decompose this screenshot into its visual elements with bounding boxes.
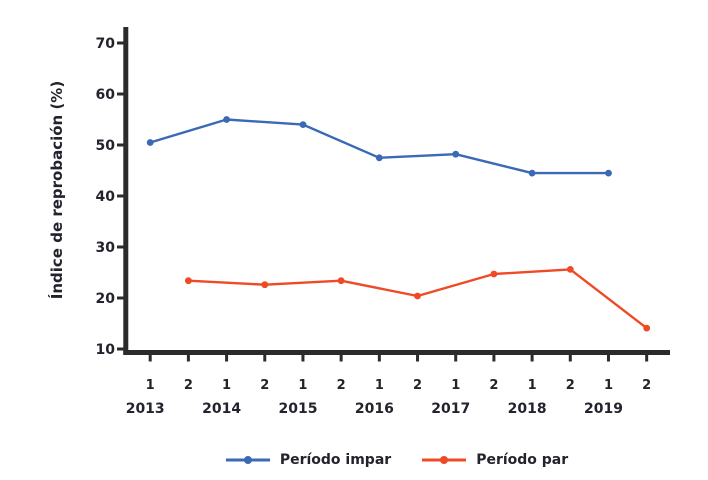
x-period-tick-label: 1 bbox=[604, 378, 613, 393]
x-year-label: 2019 bbox=[584, 401, 623, 417]
x-period-tick-label: 2 bbox=[642, 378, 651, 393]
x-year-label: 2013 bbox=[126, 401, 165, 417]
x-period-tick-label: 2 bbox=[184, 378, 193, 393]
data-point-periodo-impar bbox=[146, 139, 154, 146]
y-tick-label: 20 bbox=[96, 291, 116, 307]
y-tick-label: 40 bbox=[96, 189, 116, 205]
legend-label-periodo-par: Período par bbox=[476, 452, 569, 468]
x-period-tick-label: 2 bbox=[489, 378, 498, 393]
y-axis-title: Índice de reprobación (%) bbox=[48, 80, 66, 300]
legend-dot-marker bbox=[440, 456, 449, 464]
legend-line-marker-icon bbox=[225, 456, 270, 464]
x-year-label: 2017 bbox=[431, 401, 470, 417]
x-year-label: 2015 bbox=[278, 401, 317, 417]
data-point-periodo-impar bbox=[375, 154, 383, 162]
legend-line-marker-icon bbox=[422, 456, 467, 464]
x-period-tick-label: 1 bbox=[375, 378, 384, 393]
y-tick-label: 70 bbox=[96, 36, 116, 52]
legend-label-periodo-impar: Período impar bbox=[279, 452, 392, 468]
y-tick-label: 30 bbox=[96, 240, 116, 256]
x-period-tick-label: 2 bbox=[337, 378, 346, 393]
data-point-periodo-par bbox=[643, 324, 651, 332]
data-point-periodo-impar bbox=[299, 121, 307, 128]
x-period-tick-label: 1 bbox=[222, 378, 231, 393]
y-tick-label: 50 bbox=[96, 138, 116, 154]
series-line-periodo-impar bbox=[148, 118, 610, 175]
x-period-tick-label: 2 bbox=[413, 378, 422, 393]
data-point-periodo-impar bbox=[528, 169, 536, 177]
x-period-tick-label: 1 bbox=[298, 378, 307, 393]
legend-dot-marker bbox=[243, 456, 252, 464]
y-tick-label: 60 bbox=[96, 87, 116, 103]
legend-item-periodo-impar: Período impar bbox=[225, 452, 391, 468]
data-point-periodo-par bbox=[337, 277, 345, 285]
y-tick-label: 10 bbox=[96, 342, 116, 358]
data-point-periodo-par bbox=[566, 266, 574, 273]
x-year-label: 2014 bbox=[202, 401, 241, 417]
data-point-periodo-par bbox=[261, 281, 269, 289]
x-year-label: 2018 bbox=[508, 401, 547, 417]
x-period-tick-label: 2 bbox=[260, 378, 269, 393]
data-point-periodo-impar bbox=[223, 116, 231, 123]
data-point-periodo-par bbox=[490, 270, 498, 278]
x-period-tick-label: 1 bbox=[451, 378, 460, 393]
data-point-periodo-par bbox=[185, 277, 192, 285]
legend: Período impar Período par bbox=[123, 446, 670, 474]
data-point-periodo-par bbox=[414, 292, 421, 300]
x-period-tick-label: 1 bbox=[146, 378, 155, 393]
x-period-tick-label: 1 bbox=[528, 378, 537, 393]
x-period-tick-label: 2 bbox=[566, 378, 575, 393]
data-point-periodo-impar bbox=[605, 169, 612, 177]
x-year-label: 2016 bbox=[355, 401, 394, 417]
legend-item-periodo-par: Período par bbox=[421, 452, 568, 468]
data-point-periodo-impar bbox=[452, 150, 460, 158]
